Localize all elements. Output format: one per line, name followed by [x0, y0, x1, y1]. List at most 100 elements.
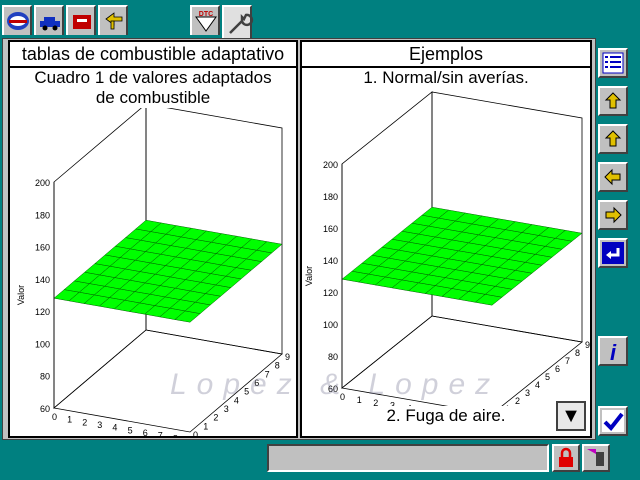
- y-tick-label: 80: [328, 352, 338, 362]
- arrow-icon: [105, 12, 123, 30]
- y-tick-label: 60: [40, 404, 50, 414]
- z-tick-label: 5: [545, 372, 550, 382]
- y-tick-label: 140: [323, 256, 338, 266]
- z-tick-label: 5: [244, 387, 249, 397]
- z-tick-label: 2: [515, 396, 520, 406]
- info-label: i: [610, 340, 617, 362]
- y-tick-label: 80: [40, 372, 50, 382]
- y-tick-label: 160: [323, 224, 338, 234]
- confirm-button[interactable]: [598, 406, 628, 436]
- lock-button[interactable]: [552, 444, 580, 472]
- y-tick-label: 180: [35, 210, 50, 220]
- z-tick-label: 8: [575, 348, 580, 358]
- nav-up-left-button[interactable]: [598, 86, 628, 116]
- car-icon: [40, 17, 60, 31]
- top-tab-bar: DTC: [0, 0, 640, 40]
- tab-navigate[interactable]: [98, 5, 128, 35]
- checkmark-icon: [602, 410, 624, 432]
- wrench-icon: [229, 13, 254, 34]
- z-tick-label: 1: [505, 404, 510, 406]
- right-toolbar: i: [596, 40, 640, 440]
- chart1-title-line2: de combustible: [95, 88, 211, 107]
- z-tick-label: 3: [224, 404, 229, 414]
- tab-tools[interactable]: [66, 5, 96, 35]
- surface-cell: [554, 230, 583, 242]
- right-panel: Ejemplos 1. Normal/sin averías. 60 80 100 1…: [300, 40, 592, 438]
- dtc-label: DTC: [199, 11, 213, 18]
- x-tick-label: 2: [373, 398, 378, 406]
- right-panel-header: Ejemplos: [302, 42, 590, 68]
- x-tick-label: 2: [82, 417, 87, 427]
- z-tick-label: 8: [275, 361, 280, 371]
- arrow-right-icon: [605, 206, 622, 224]
- info-icon: i: [610, 340, 617, 362]
- x-tick-label: 6: [143, 428, 148, 438]
- z-tick-label: 6: [555, 364, 560, 374]
- return-icon: [602, 242, 624, 264]
- z-tick-label: 0: [193, 430, 198, 438]
- chart-floor: [53, 329, 283, 433]
- z-tick-label: 2: [213, 413, 218, 423]
- arrow-up-left-icon: [604, 92, 622, 109]
- info-button[interactable]: i: [598, 336, 628, 366]
- x-tick-label: 7: [158, 431, 163, 438]
- y-tick-label: 120: [323, 288, 338, 298]
- x-tick-label: 4: [407, 404, 412, 406]
- y-tick-label: 100: [35, 339, 50, 349]
- tab-vehicle[interactable]: [34, 5, 64, 35]
- y-tick-label: 200: [323, 160, 338, 170]
- x-tick-label: 8: [173, 433, 178, 438]
- toolbox-icon: [73, 15, 91, 29]
- tab-settings[interactable]: [222, 5, 254, 39]
- z-tick-label: 9: [285, 352, 290, 362]
- y-tick-label: 180: [323, 192, 338, 202]
- nav-left-button[interactable]: [598, 162, 628, 192]
- x-tick-label: 5: [128, 425, 133, 435]
- y-tick-label: 120: [35, 307, 50, 317]
- z-tick-label: 1: [203, 421, 208, 431]
- triangle-down-icon: ▼: [561, 405, 581, 427]
- return-button[interactable]: [598, 238, 628, 268]
- tab-dtc[interactable]: DTC: [190, 5, 220, 35]
- x-tick-label: 1: [357, 395, 362, 405]
- x-tick-label: 4: [112, 423, 117, 433]
- surface-cell: [256, 241, 283, 254]
- z-tick-label: 4: [535, 380, 540, 390]
- nav-up-right-button[interactable]: [598, 124, 628, 154]
- z-tick-label: 7: [565, 356, 570, 366]
- surface-chart-2: 6080100120140160180200Valor0123456789012…: [304, 91, 590, 406]
- x-tick-label: 9: [188, 436, 193, 438]
- x-tick-label: 3: [97, 420, 102, 430]
- lock-icon: [559, 447, 573, 467]
- left-panel: tablas de combustible adaptativo Cuadro …: [8, 40, 298, 438]
- x-tick-label: 0: [340, 392, 345, 402]
- y-tick-label: 200: [35, 178, 50, 188]
- surface-chart-1: 6080100120140160180200Valor0123456789012…: [16, 108, 290, 438]
- y-tick-label: 160: [35, 243, 50, 253]
- example1-title: 1. Normal/sin averías.: [363, 68, 529, 87]
- scroll-down-button[interactable]: ▼: [556, 401, 586, 431]
- list-icon: [602, 52, 624, 74]
- z-tick-label: 7: [265, 369, 270, 379]
- y-tick-label: 60: [328, 384, 338, 394]
- z-tick-label: 4: [234, 395, 239, 405]
- x-tick-label: 0: [52, 412, 57, 422]
- y-axis-label: Valor: [16, 285, 26, 305]
- tab-brand[interactable]: [2, 5, 32, 35]
- x-tick-label: 3: [390, 401, 395, 406]
- car-logo-icon: [7, 12, 29, 30]
- z-tick-label: 9: [585, 340, 590, 350]
- connection-button[interactable]: [582, 444, 610, 472]
- chart-floor: [341, 315, 583, 406]
- list-button[interactable]: [598, 48, 628, 78]
- left-panel-header: tablas de combustible adaptativo: [10, 42, 296, 68]
- y-axis-label: Valor: [304, 266, 314, 286]
- y-tick-label: 140: [35, 275, 50, 285]
- arrow-left-icon: [604, 168, 621, 186]
- nav-right-button[interactable]: [598, 200, 628, 230]
- z-tick-label: 6: [254, 378, 259, 388]
- connector-icon: [587, 449, 604, 466]
- z-tick-label: 3: [525, 388, 530, 398]
- status-field: [267, 444, 549, 472]
- example2-title: 2. Fuga de aire.: [386, 406, 506, 425]
